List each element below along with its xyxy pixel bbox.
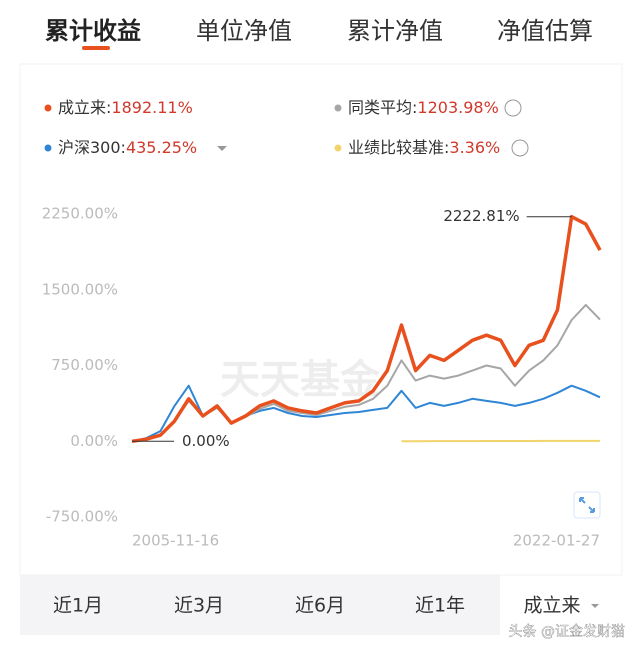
- annotation: 0.00%: [182, 432, 230, 450]
- y-tick-label: 0.00%: [70, 432, 118, 450]
- tab[interactable]: 净值估算: [497, 17, 593, 45]
- legend-value: 1892.11%: [111, 98, 192, 117]
- y-tick-label: 750.00%: [51, 356, 118, 374]
- legend-entry: 同类平均:1203.98%: [348, 98, 499, 117]
- legend-dot: [45, 105, 52, 112]
- legend-value: 1203.98%: [417, 98, 498, 117]
- legend-name: 成立来: [58, 98, 106, 117]
- range-tab[interactable]: 近3月: [174, 595, 224, 617]
- legend-name: 同类平均: [348, 98, 412, 117]
- x-tick-label: 2022-01-27: [513, 532, 600, 550]
- y-tick-label: 2250.00%: [42, 205, 118, 223]
- x-tick-label: 2005-11-16: [132, 532, 219, 550]
- legend-entry: 成立来:1892.11%: [58, 98, 193, 117]
- tab[interactable]: 累计净值: [347, 17, 443, 45]
- watermark: 天天基金: [220, 357, 381, 403]
- legend-name: 业绩比较基准: [348, 138, 444, 157]
- legend-entry: 沪深300:435.25%: [58, 138, 197, 157]
- legend-value: 435.25%: [126, 138, 197, 157]
- tab[interactable]: 单位净值: [196, 17, 292, 45]
- range-tab[interactable]: 近6月: [295, 595, 345, 617]
- range-tab[interactable]: 近1月: [53, 595, 103, 617]
- legend-value: 3.36%: [449, 138, 500, 157]
- footer: 头条 @证金发财猫: [509, 623, 625, 640]
- y-tick-label: 1500.00%: [42, 280, 118, 298]
- legend-entry: 业绩比较基准:3.36%: [348, 138, 500, 157]
- tab[interactable]: 累计收益: [45, 17, 141, 45]
- range-tab[interactable]: 近1年: [415, 595, 465, 617]
- legend-name: 沪深300: [58, 138, 121, 157]
- range-tab[interactable]: 成立来: [523, 595, 580, 617]
- legend-dot: [335, 105, 342, 112]
- active-underline: [82, 46, 110, 50]
- expand-icon[interactable]: [574, 492, 600, 518]
- y-tick-label: -750.00%: [46, 508, 118, 526]
- annotation: 2222.81%: [443, 207, 519, 225]
- legend-dot: [45, 145, 52, 152]
- legend-dot: [335, 145, 342, 152]
